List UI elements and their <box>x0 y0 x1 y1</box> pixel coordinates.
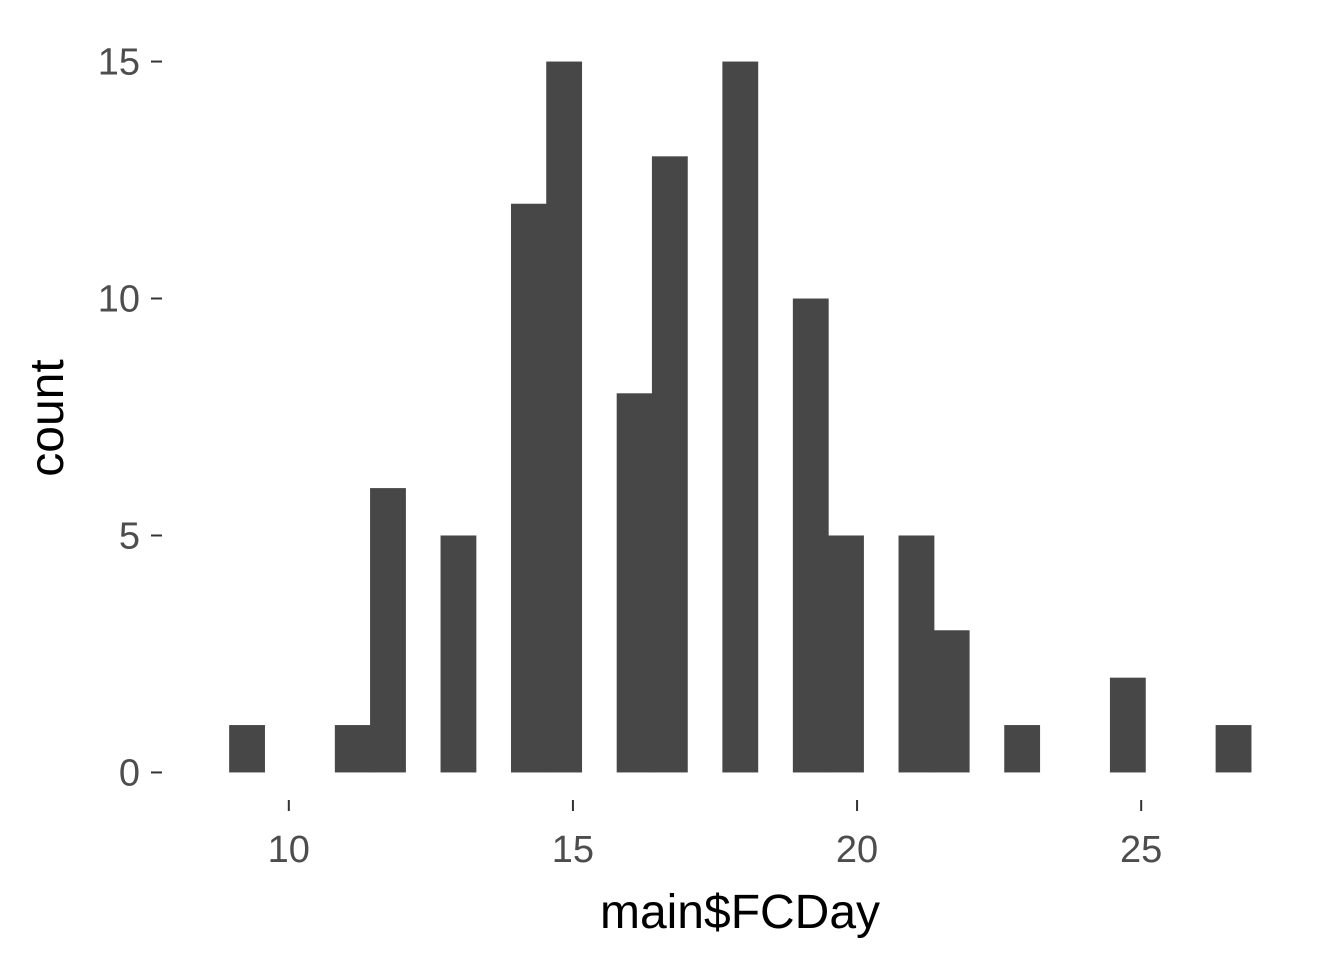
y-tick-label: 5 <box>119 515 140 557</box>
histogram-bar <box>898 535 935 773</box>
histogram-bar <box>1004 725 1041 773</box>
bars-group <box>229 61 1252 773</box>
histogram-bar <box>440 535 477 773</box>
histogram-bar <box>546 61 583 773</box>
histogram-bar <box>651 156 688 773</box>
histogram-bar <box>510 203 547 773</box>
histogram-bar <box>616 393 653 773</box>
y-axis-title: count <box>21 359 74 476</box>
histogram-bar <box>722 61 759 773</box>
histogram-bar <box>1109 677 1146 773</box>
y-tick-label: 15 <box>98 42 140 84</box>
x-tick-label: 10 <box>268 829 310 871</box>
x-tick-label: 20 <box>836 829 878 871</box>
y-tick-label: 0 <box>119 752 140 794</box>
histogram-bar <box>370 488 406 773</box>
histogram-bar <box>229 725 265 773</box>
x-axis-title: main$FCDay <box>600 886 880 939</box>
x-tick-label: 25 <box>1120 829 1162 871</box>
histogram-bar <box>334 725 371 773</box>
x-tick-label: 15 <box>552 829 594 871</box>
histogram-bar <box>1215 725 1252 773</box>
histogram-bar <box>933 630 970 773</box>
histogram-bar <box>792 298 829 773</box>
y-axis: 0 5 10 15 <box>98 42 162 794</box>
x-axis: 10 15 20 25 <box>268 800 1162 871</box>
y-tick-label: 10 <box>98 279 140 321</box>
histogram-bar <box>828 535 864 773</box>
